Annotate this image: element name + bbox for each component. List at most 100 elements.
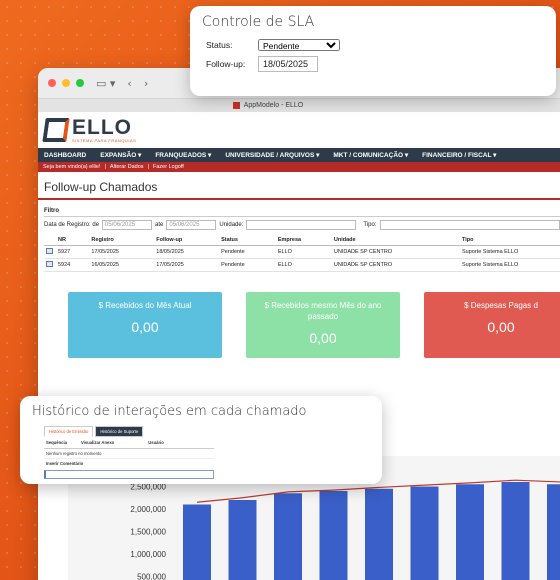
cell: 18/05/2025 <box>154 245 220 259</box>
change-data-link[interactable]: Alterar Dados <box>109 164 144 170</box>
back-icon[interactable]: ‹ <box>127 76 132 90</box>
date-to-input[interactable]: 05/06/2025 <box>166 220 217 230</box>
table-row[interactable]: 5924 16/05/2025 17/05/2025 Pendente ELLO… <box>44 258 560 272</box>
card-received-last-year: $ Recebidos mesmo Mês do ano passado 0,0… <box>246 292 400 358</box>
logout-link[interactable]: Fazer Logoff <box>153 164 184 170</box>
table-row[interactable]: 5927 17/05/2025 18/05/2025 Pendente ELLO… <box>44 245 560 259</box>
unit-input[interactable] <box>246 220 357 230</box>
logo-name: ELLO <box>72 116 132 139</box>
chart-bar <box>365 488 393 580</box>
summary-cards: $ Recebidos do Mês Atual 0,00 $ Recebido… <box>38 272 560 358</box>
sidebar-icon[interactable]: ▭ ▾ <box>96 76 116 90</box>
tab-suporte[interactable]: Histórico de Suporte <box>95 426 144 437</box>
history-popup: Histórico de interações em cada chamado … <box>20 396 382 484</box>
nav-expansao[interactable]: EXPANSÃO ▾ <box>100 152 142 159</box>
unit-label: Unidade: <box>219 222 244 228</box>
col-empresa: Empresa <box>275 235 332 246</box>
col-tipo: Tipo <box>459 235 560 246</box>
cell: UNIDADE SP CENTRO <box>331 258 460 272</box>
sla-title: Controle de SLA <box>202 14 315 30</box>
col-followup: Follow-up <box>154 235 220 246</box>
tab-title: AppModelo - ELLO <box>243 102 304 109</box>
card-label: $ Despesas Pagas d <box>464 301 538 310</box>
filter-panel: Filtro Data de Registro: de 05/06/2025 a… <box>38 206 560 233</box>
card-value: 0,00 <box>131 319 159 335</box>
cell: ELLO <box>275 245 332 259</box>
browser-tab[interactable]: AppModelo - ELLO <box>38 98 560 112</box>
tab-emissao[interactable]: Histórico de Emissão <box>44 426 94 437</box>
insert-comment-label: Inserir Comentário <box>46 461 84 466</box>
type-label: Tipo: <box>363 222 377 228</box>
y-tick-label: 2,000,000 <box>130 505 166 514</box>
date-from-input[interactable]: 05/06/2025 <box>102 220 153 230</box>
nav-universidade[interactable]: UNIVERSIDADE / ARQUIVOS ▾ <box>225 152 320 159</box>
cell: Pendente <box>219 245 276 259</box>
close-dot[interactable] <box>48 79 56 87</box>
nav-dashboard[interactable]: DASHBOARD <box>44 151 87 159</box>
status-select[interactable]: Pendente <box>258 39 340 51</box>
followup-label: Follow-up: <box>206 59 246 69</box>
nav-franqueados[interactable]: FRANQUEADOS ▾ <box>155 152 212 159</box>
cell: 16/05/2025 <box>89 258 155 272</box>
logo: ELLO SISTEMA PARA FRANQUIAS <box>38 112 560 148</box>
page-title: Follow-up Chamados <box>38 172 560 200</box>
cell: 17/05/2025 <box>89 245 155 259</box>
chart-bar <box>410 486 439 580</box>
revenue-chart: 500,000 1,000,000 1,500,000 2,000,000 2,500,… <box>68 456 560 580</box>
col-registro: Registro <box>89 235 155 246</box>
welcome-text: Seja bem vindo(a) ellie! <box>43 164 101 170</box>
y-tick-label: 500,000 <box>137 573 166 580</box>
chart-trend-line <box>196 479 560 503</box>
date-label: Data de Registro: de <box>44 222 100 228</box>
open-call-icon[interactable] <box>44 258 56 272</box>
card-value: 0,00 <box>309 330 337 346</box>
logo-mark-icon <box>42 118 70 142</box>
nav-mkt[interactable]: MKT / COMUNICAÇÃO ▾ <box>333 152 409 159</box>
card-received-month: $ Recebidos do Mês Atual 0,00 <box>68 292 222 358</box>
sla-popup: Controle de SLA Status: Pendente Follow-… <box>190 6 556 96</box>
cell: Suporte Sistema ELLO <box>459 245 560 259</box>
col-usuario: Usuário <box>148 440 164 445</box>
cell: Suporte Sistema ELLO <box>459 258 560 272</box>
type-input[interactable] <box>379 220 560 230</box>
card-expenses: $ Despesas Pagas d 0,00 <box>424 292 560 358</box>
empty-message: Nenhum registro no momento <box>44 449 214 459</box>
col-nr: NR <box>56 235 90 246</box>
cell: 5927 <box>56 245 90 259</box>
history-title: Histórico de interações em cada chamado <box>32 404 307 419</box>
chart-bar <box>319 491 348 580</box>
chart-bar <box>501 482 530 580</box>
history-preview: Histórico de Emissão Histórico de Suport… <box>44 426 214 480</box>
cell: 17/05/2025 <box>154 258 220 272</box>
card-value: 0,00 <box>487 319 515 335</box>
filter-heading: Filtro <box>44 206 560 217</box>
forward-icon[interactable]: › <box>143 76 149 90</box>
chart-bar <box>547 484 560 580</box>
nav-financeiro[interactable]: FINANCEIRO / FISCAL ▾ <box>422 152 497 159</box>
followup-input[interactable]: 18/05/2025 <box>258 56 318 72</box>
comment-input[interactable] <box>44 470 214 479</box>
logo-tagline: SISTEMA PARA FRANQUIAS <box>72 138 137 143</box>
cell: Pendente <box>219 258 276 272</box>
minimize-dot[interactable] <box>62 79 70 87</box>
table-header: NR Registro Follow-up Status Empresa Uni… <box>44 235 560 246</box>
separator: | <box>104 164 106 170</box>
col-status: Status <box>219 235 276 246</box>
chart-bar <box>183 504 211 580</box>
col-sequencia: Sequência <box>46 440 67 445</box>
status-label: Status: <box>206 40 233 50</box>
chart-bar <box>228 500 257 580</box>
y-tick-label: 1,000,000 <box>130 550 166 559</box>
ate-label: ate <box>155 222 164 228</box>
cell: ELLO <box>275 258 332 272</box>
card-label: $ Recebidos do Mês Atual <box>98 301 192 310</box>
main-nav: DASHBOARD EXPANSÃO ▾ FRANQUEADOS ▾ UNIVE… <box>38 148 560 162</box>
maximize-dot[interactable] <box>76 79 84 87</box>
col-icon <box>44 235 56 246</box>
col-anexo: Visualizar Anexo <box>80 440 115 445</box>
favicon-icon <box>232 102 240 109</box>
chart-bar <box>274 493 302 580</box>
card-label: $ Recebidos mesmo Mês do ano passado <box>264 301 382 321</box>
open-call-icon[interactable] <box>44 245 56 259</box>
separator: | <box>147 164 149 170</box>
